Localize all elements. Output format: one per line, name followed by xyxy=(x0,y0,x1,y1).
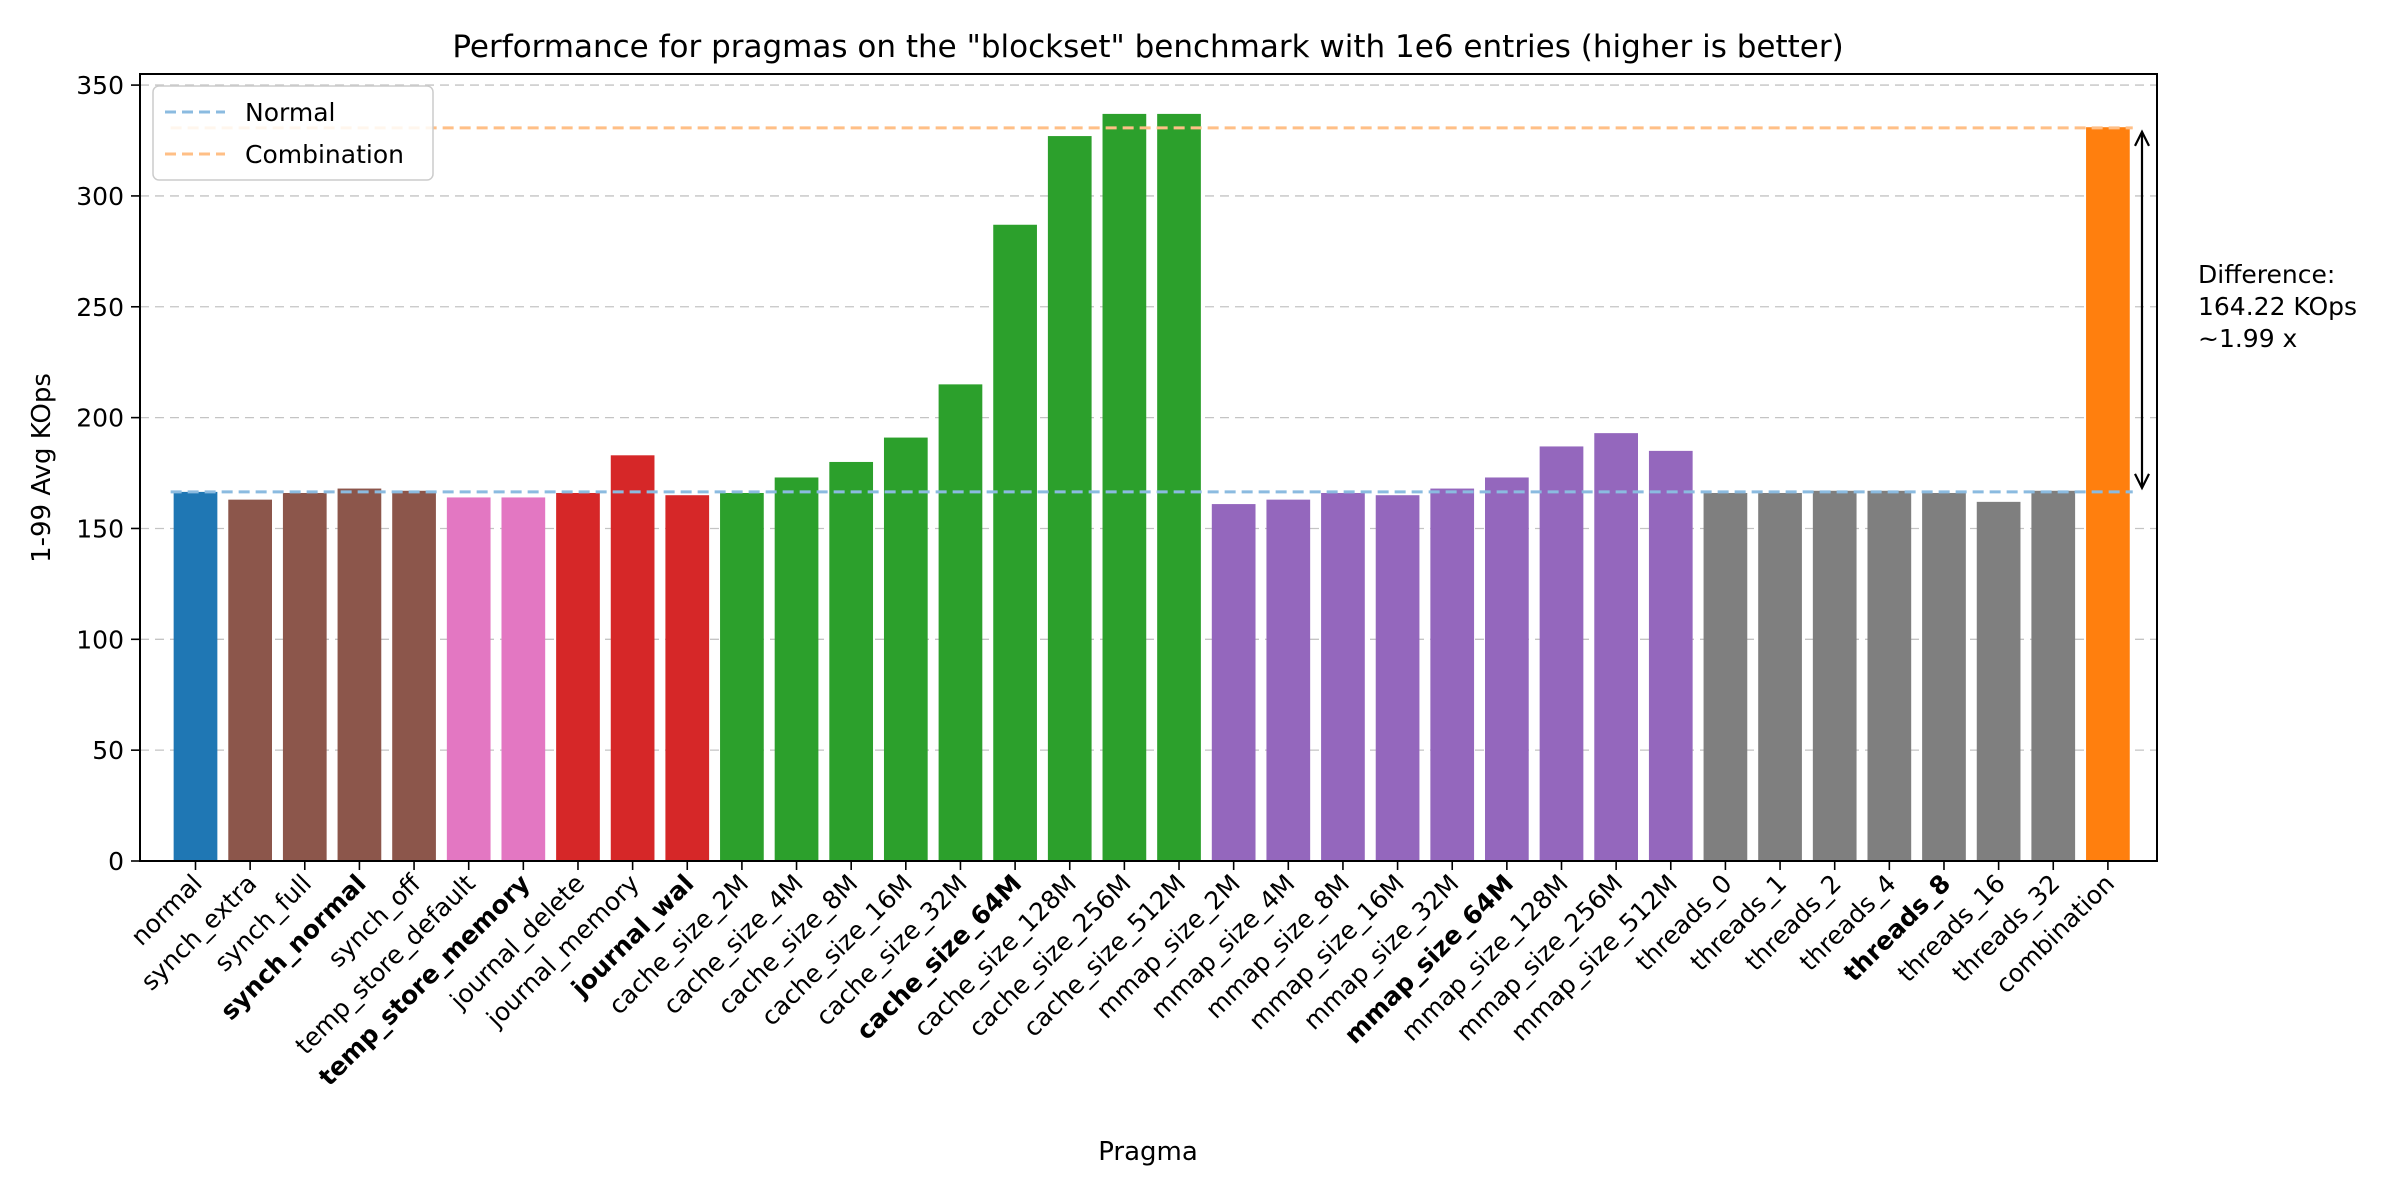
difference-annotation: Difference: 164.22 KOps ~1.99 x xyxy=(2134,129,2357,491)
bar-cache-size-512M xyxy=(1157,113,1201,861)
y-tick-label: 150 xyxy=(76,514,124,543)
bar-mmap-size-64M xyxy=(1485,477,1529,861)
x-axis-ticks: normalsynch_extrasynch_fullsynch_normals… xyxy=(125,861,2120,1091)
bar-threads-4 xyxy=(1867,490,1912,861)
legend-box xyxy=(152,85,434,181)
plot-frame xyxy=(139,73,2158,862)
bar-mmap-size-16M xyxy=(1375,495,1420,861)
difference-arrowhead-bottom xyxy=(2134,473,2150,491)
bar-threads-2 xyxy=(1812,490,1857,861)
bar-cache-size-32M xyxy=(938,384,983,861)
bar-cache-size-256M xyxy=(1102,113,1147,861)
difference-value: 164.22 KOps xyxy=(2198,292,2357,321)
y-tick-label: 50 xyxy=(92,736,124,765)
bar-cache-size-8M xyxy=(829,461,874,861)
bar-mmap-size-2M xyxy=(1211,504,1256,861)
x-axis-title: Pragma xyxy=(1098,1137,1198,1167)
difference-label-line1: Difference: xyxy=(2198,260,2335,289)
reference-lines xyxy=(170,126,2133,494)
y-tick-label: 250 xyxy=(76,293,124,322)
y-tick-label: 200 xyxy=(76,404,124,433)
bar-mmap-size-128M xyxy=(1539,446,1584,861)
bar-synch-full xyxy=(282,492,327,861)
bar-temp-store-default xyxy=(446,497,491,861)
bar-threads-8 xyxy=(1922,492,1966,861)
bar-normal xyxy=(173,491,218,861)
bar-journal-delete xyxy=(556,492,600,861)
bar-mmap-size-512M xyxy=(1648,450,1693,861)
bar-cache-size-64M xyxy=(993,224,1037,862)
bar-cache-size-128M xyxy=(1047,136,1092,861)
bar-cache-size-4M xyxy=(774,477,819,861)
bar-mmap-size-32M xyxy=(1430,488,1475,861)
legend-label-normal: Normal xyxy=(245,98,335,127)
bar-threads-1 xyxy=(1758,492,1802,861)
bar-temp-store-memory xyxy=(501,497,546,861)
bar-threads-0 xyxy=(1703,492,1748,861)
bar-combination xyxy=(2086,127,2130,862)
y-tick-label: 300 xyxy=(76,182,124,211)
chart-title: Performance for pragmas on the "blockset… xyxy=(452,29,1843,65)
bar-threads-16 xyxy=(1976,501,2021,861)
difference-arrowhead-top xyxy=(2134,129,2150,147)
y-tick-label: 100 xyxy=(76,625,124,654)
bar-synch-off xyxy=(392,490,436,861)
legend: Normal Combination xyxy=(152,85,434,181)
y-tick-label: 0 xyxy=(108,847,124,876)
bar-synch-normal xyxy=(337,488,382,861)
bar-cache-size-2M xyxy=(720,492,764,861)
bar-cache-size-16M xyxy=(883,437,928,861)
bar-mmap-size-4M xyxy=(1266,499,1311,861)
y-tick-label: 350 xyxy=(76,71,124,100)
y-axis-ticks: 0 50 100 150 200 250 300 350 xyxy=(76,71,140,876)
bar-mmap-size-8M xyxy=(1321,492,1365,861)
difference-ratio: ~1.99 x xyxy=(2198,324,2297,353)
bars-layer xyxy=(173,113,2130,862)
bar-threads-32 xyxy=(2031,490,2076,861)
bar-mmap-size-256M xyxy=(1594,433,1638,861)
bar-journal-memory xyxy=(610,455,655,861)
y-axis-title: 1-99 Avg KOps xyxy=(27,373,57,563)
bar-synch-extra xyxy=(228,499,272,861)
legend-label-combination: Combination xyxy=(245,140,404,169)
bar-journal-wal xyxy=(665,495,710,861)
